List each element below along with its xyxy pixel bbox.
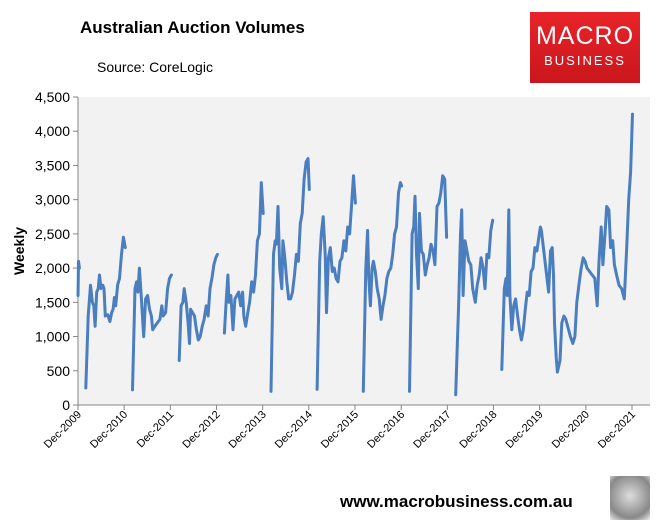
x-tick-label: Dec-2010 bbox=[88, 409, 130, 451]
y-tick-label: 3,000 bbox=[35, 192, 70, 208]
logo-line1: MACRO bbox=[535, 22, 635, 50]
wolf-logo-image bbox=[610, 476, 650, 520]
series-line-segment bbox=[315, 174, 357, 391]
x-tick-label: Dec-2017 bbox=[411, 409, 453, 451]
x-tick-label: Dec-2016 bbox=[365, 409, 407, 451]
footer-url: www.macrobusiness.com.au bbox=[340, 492, 573, 511]
y-tick-label: 3,500 bbox=[35, 157, 70, 173]
chart-title: Australian Auction Volumes bbox=[80, 18, 305, 37]
x-tick-label: Dec-2012 bbox=[180, 409, 222, 451]
series-line-segment bbox=[84, 235, 127, 390]
series-line-segment bbox=[361, 181, 404, 393]
series-line-segment bbox=[408, 174, 449, 393]
x-tick-label: Dec-2020 bbox=[550, 409, 592, 451]
x-tick-label: Dec-2018 bbox=[457, 409, 499, 451]
x-tick-label: Dec-2009 bbox=[42, 409, 84, 451]
y-tick-label: 500 bbox=[47, 363, 71, 379]
series-line-segment bbox=[177, 252, 219, 362]
y-tick-label: 4,000 bbox=[35, 123, 70, 139]
series-line-segment bbox=[454, 208, 495, 397]
x-tick-label: Dec-2015 bbox=[319, 409, 361, 451]
x-tick-label: Dec-2014 bbox=[273, 409, 315, 451]
x-tick-label: Dec-2019 bbox=[504, 409, 546, 451]
x-tick-label: Dec-2013 bbox=[227, 409, 269, 451]
chart-subtitle: Source: CoreLogic bbox=[97, 59, 213, 75]
series-line-segment bbox=[269, 157, 311, 393]
x-tick-label: Dec-2021 bbox=[596, 409, 638, 451]
series-line-segment bbox=[222, 181, 265, 335]
series-line-segment bbox=[500, 112, 634, 374]
x-tick-label: Dec-2011 bbox=[135, 409, 177, 451]
y-tick-label: 4,500 bbox=[35, 89, 70, 105]
macrobusiness-logo: MACRO BUSINESS bbox=[530, 12, 640, 83]
y-tick-label: 2,500 bbox=[35, 226, 70, 242]
y-tick-label: 1,000 bbox=[35, 329, 70, 345]
series-line-segment bbox=[76, 259, 81, 297]
logo-line2: BUSINESS bbox=[544, 53, 626, 68]
y-tick-label: 0 bbox=[62, 397, 70, 413]
y-axis-label: Weekly bbox=[11, 227, 27, 275]
y-tick-label: 2,000 bbox=[35, 260, 70, 276]
y-tick-label: 1,500 bbox=[35, 294, 70, 310]
series-line-segment bbox=[131, 266, 173, 392]
